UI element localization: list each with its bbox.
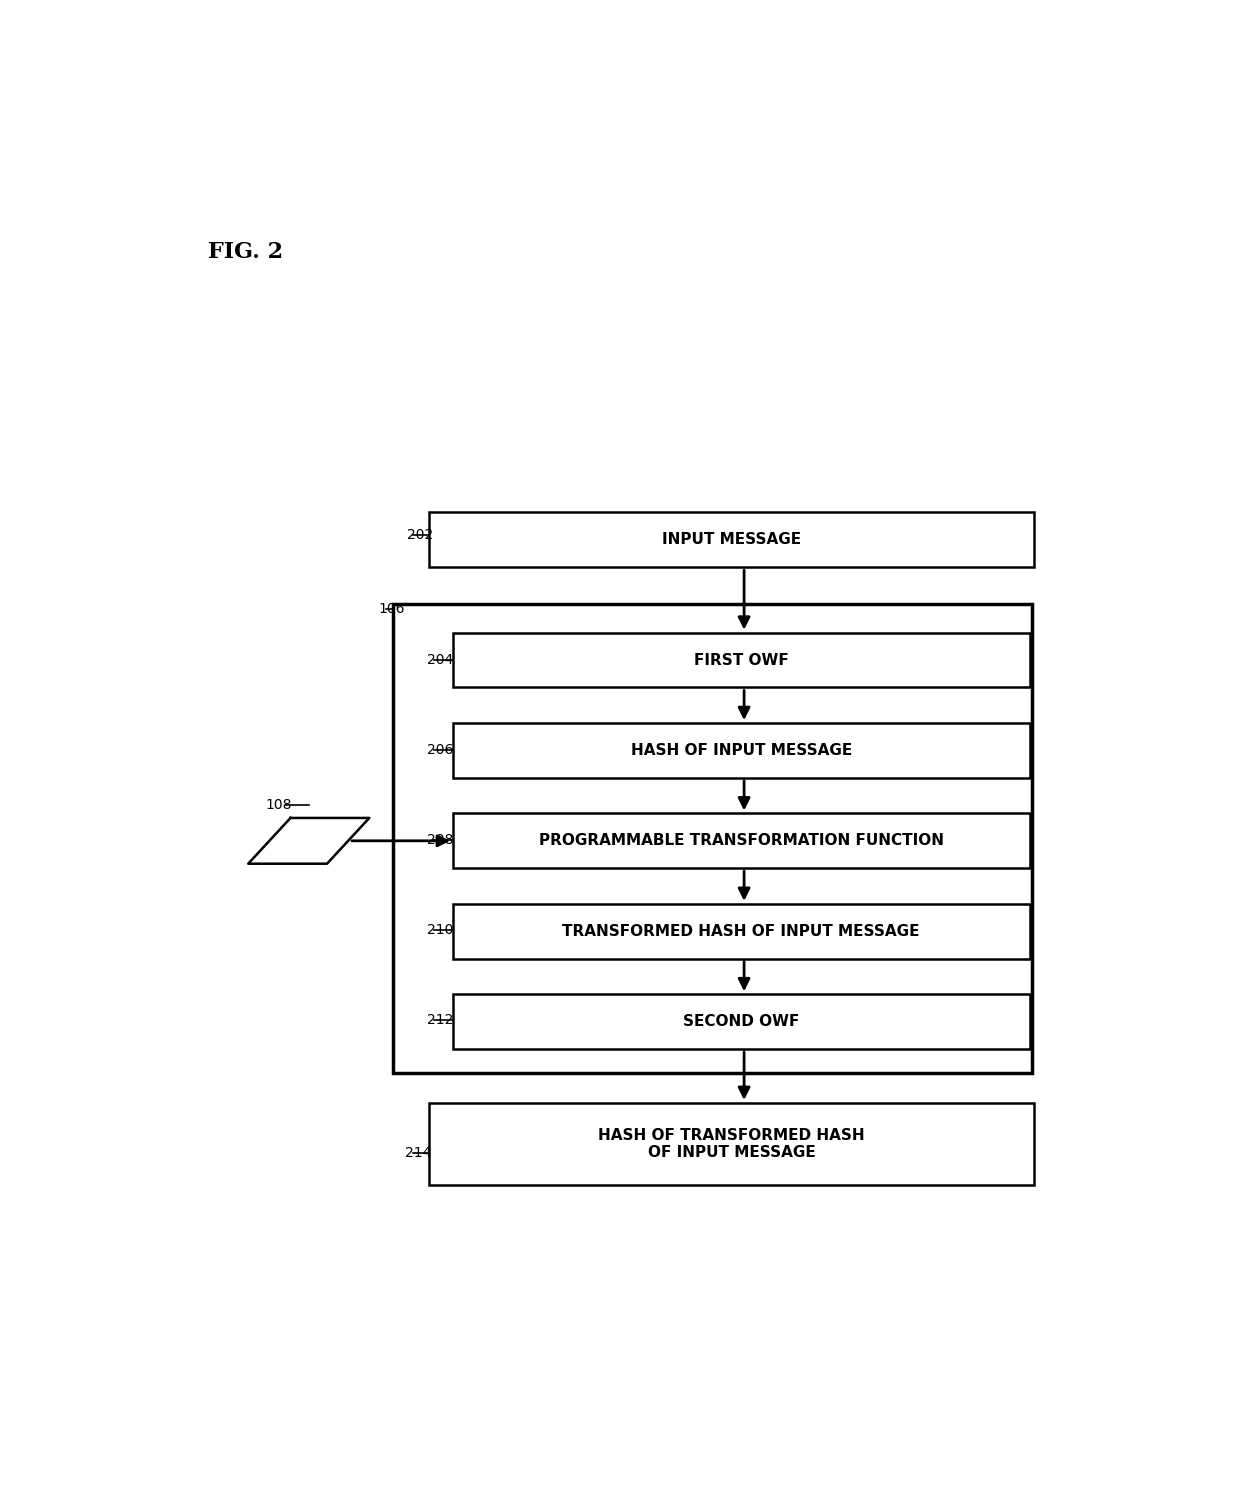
- Bar: [453, 724, 1029, 777]
- Text: 206: 206: [427, 743, 454, 758]
- Bar: [393, 603, 1033, 1073]
- Text: HASH OF TRANSFORMED HASH
OF INPUT MESSAGE: HASH OF TRANSFORMED HASH OF INPUT MESSAG…: [598, 1128, 866, 1161]
- Text: PROGRAMMABLE TRANSFORMATION FUNCTION: PROGRAMMABLE TRANSFORMATION FUNCTION: [538, 834, 944, 849]
- Text: 214: 214: [404, 1146, 432, 1161]
- Text: 204: 204: [427, 652, 453, 667]
- Text: 212: 212: [427, 1013, 454, 1027]
- Text: 106: 106: [378, 602, 404, 615]
- Bar: [453, 994, 1029, 1049]
- Bar: [453, 633, 1029, 688]
- Bar: [429, 513, 1034, 568]
- Text: FIRST OWF: FIRST OWF: [694, 652, 789, 667]
- Text: HASH OF INPUT MESSAGE: HASH OF INPUT MESSAGE: [631, 743, 852, 758]
- Text: 208: 208: [427, 832, 454, 847]
- Polygon shape: [248, 817, 370, 863]
- Text: INPUT MESSAGE: INPUT MESSAGE: [662, 532, 801, 547]
- Bar: [453, 813, 1029, 868]
- Text: FIG. 2: FIG. 2: [208, 241, 283, 263]
- Bar: [429, 1103, 1034, 1186]
- Text: 202: 202: [407, 529, 433, 542]
- Text: 108: 108: [265, 798, 291, 813]
- Text: TRANSFORMED HASH OF INPUT MESSAGE: TRANSFORMED HASH OF INPUT MESSAGE: [563, 924, 920, 939]
- Text: SECOND OWF: SECOND OWF: [683, 1013, 800, 1030]
- Bar: [453, 903, 1029, 958]
- Text: 210: 210: [427, 923, 454, 938]
